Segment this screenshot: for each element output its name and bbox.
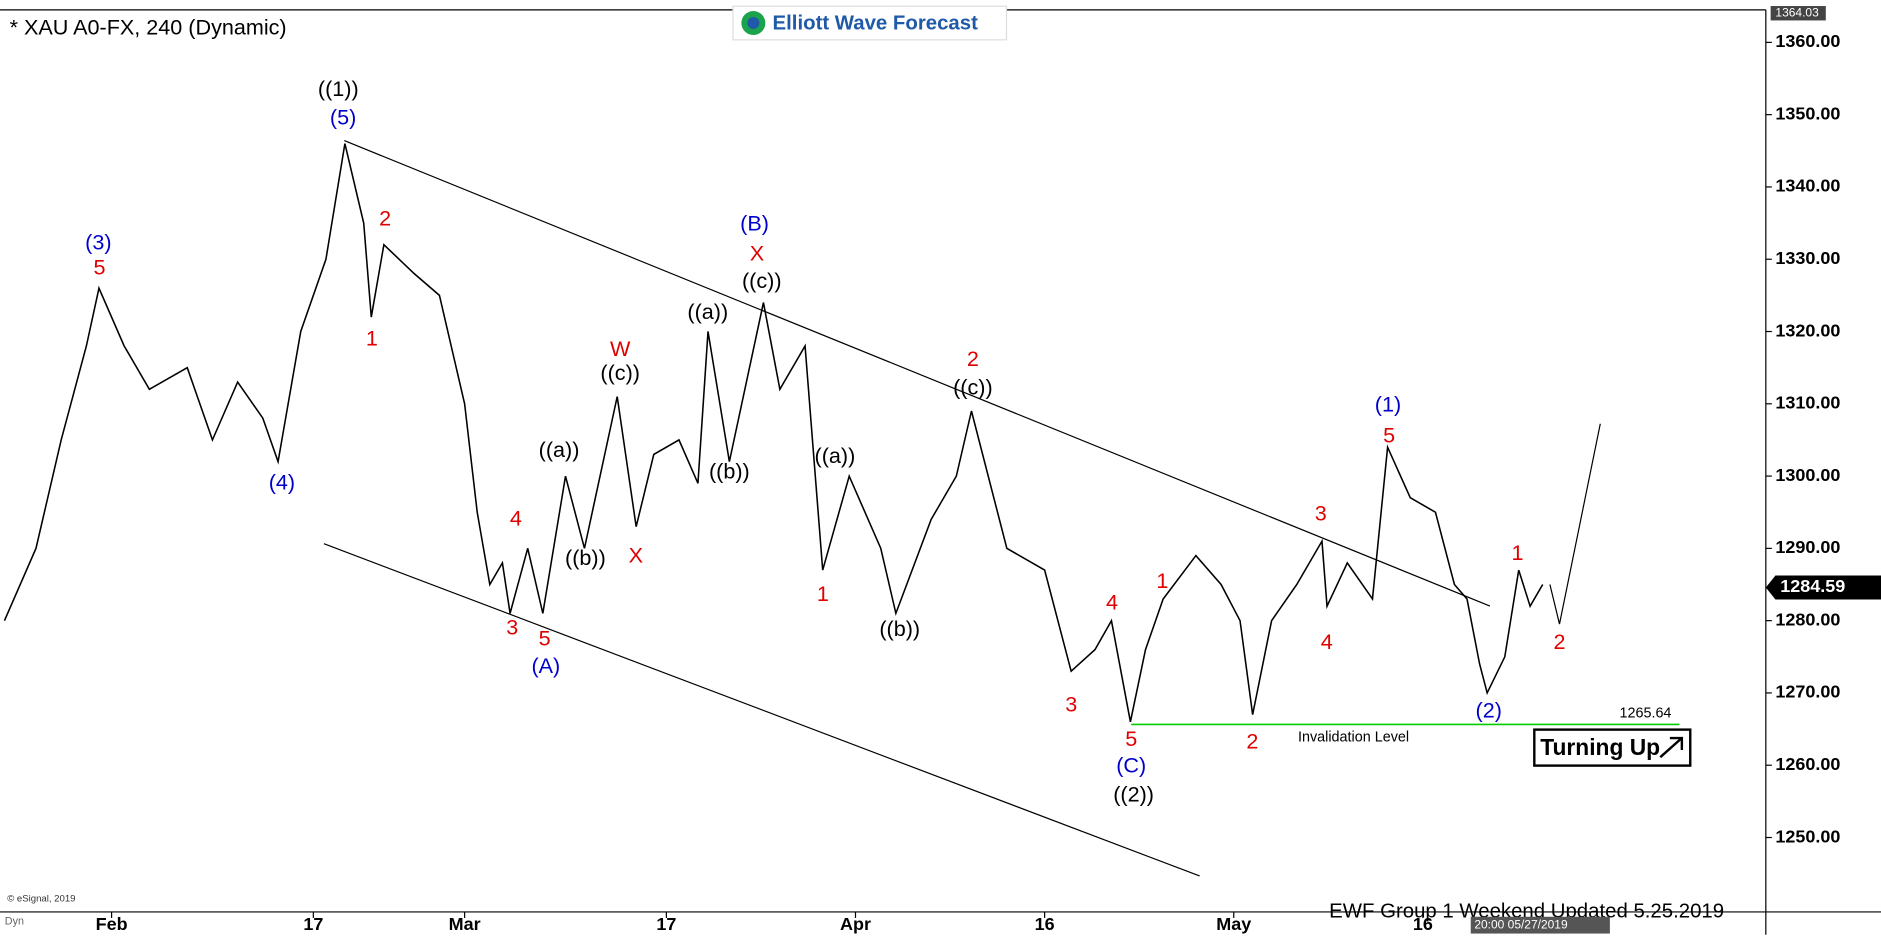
timestamp: 20:00 05/27/2019 (1474, 917, 1568, 931)
wave-label: ((b)) (709, 459, 750, 484)
x-tick-label: 17 (656, 914, 676, 934)
wave-label: 5 (1383, 423, 1395, 448)
wave-label: 2 (1246, 729, 1258, 754)
wave-label: (B) (740, 210, 769, 235)
high-marker-box (1770, 6, 1826, 21)
y-tick-label: 1320.00 (1775, 320, 1840, 340)
footer-note: EWF Group 1 Weekend Updated 5.25.2019 (1329, 900, 1724, 922)
brand-box (732, 5, 1008, 41)
y-tick-label: 1280.00 (1775, 609, 1840, 629)
wave-label: ((c)) (953, 375, 993, 400)
wave-label: ((a)) (815, 443, 856, 468)
y-tick-label: 1250.00 (1775, 826, 1840, 846)
price-line (3, 143, 1544, 722)
wave-label: ((b)) (879, 616, 920, 641)
wave-label: (C) (1116, 753, 1146, 778)
badge-text: Turning Up (1540, 734, 1660, 760)
x-tick-label: 16 (1035, 914, 1055, 934)
wave-label: 1 (817, 581, 829, 606)
y-tick-label: 1340.00 (1775, 176, 1840, 196)
wave-label: W (610, 336, 631, 361)
badge-box (1533, 728, 1692, 767)
y-tick-label: 1350.00 (1775, 103, 1840, 123)
wave-label: 3 (1065, 691, 1077, 716)
channel-upper (344, 140, 1491, 607)
badge-arrow (1659, 737, 1683, 759)
wave-label: 1 (1156, 568, 1168, 593)
y-tick-label: 1330.00 (1775, 248, 1840, 268)
wave-label: ((a)) (687, 299, 728, 324)
y-tick-label: 1300.00 (1775, 465, 1840, 485)
wave-label: (5) (330, 105, 356, 130)
x-tick-label: 16 (1413, 914, 1433, 934)
invalidation-text: Invalidation Level (1298, 729, 1409, 745)
timestamp-box (1470, 916, 1610, 934)
wave-label: (2) (1476, 697, 1502, 722)
last-price-box (1765, 575, 1881, 600)
wave-label: 3 (1315, 501, 1327, 526)
x-tick-label: May (1216, 914, 1251, 934)
y-tick-label: 1360.00 (1775, 31, 1840, 51)
wave-label: 2 (1553, 629, 1565, 654)
wave-label: ((a)) (539, 437, 580, 462)
x-tick-label: 17 (303, 914, 323, 934)
invalidation-value: 1265.64 (1619, 705, 1671, 721)
wave-label: ((b)) (565, 545, 606, 570)
projection-path (1549, 423, 1601, 625)
wave-label: (4) (269, 469, 295, 494)
chart-title: * XAU A0-FX, 240 (Dynamic) (10, 15, 287, 40)
wave-label: 4 (1321, 629, 1333, 654)
y-tick-label: 1310.00 (1775, 393, 1840, 413)
wave-label: ((2)) (1113, 781, 1154, 806)
wave-label: 1 (366, 325, 378, 350)
high-marker-label: 1364.03 (1775, 5, 1819, 19)
wave-label: 2 (379, 205, 391, 230)
badge-arrow-head (1669, 736, 1684, 751)
wave-label: (A) (531, 653, 560, 678)
wave-label: ((c)) (742, 268, 782, 293)
wave-label: 1 (1512, 540, 1524, 565)
wave-label: 5 (94, 255, 106, 280)
copyright: © eSignal, 2019 (7, 893, 75, 904)
channel-lower (323, 543, 1200, 877)
brand-name: Elliott Wave Forecast (773, 13, 979, 35)
wave-label: X (750, 240, 764, 265)
wave-label: (3) (85, 229, 111, 254)
x-tick-label: Feb (96, 914, 128, 934)
wave-label: X (629, 543, 643, 568)
y-tick-label: 1290.00 (1775, 537, 1840, 557)
wave-label: 5 (1125, 726, 1137, 751)
wave-label: ((1)) (318, 76, 359, 101)
wave-label: (1) (1375, 391, 1401, 416)
y-tick-label: 1270.00 (1775, 682, 1840, 702)
last-price-label: 1284.59 (1780, 576, 1845, 596)
x-tick-label: Mar (449, 914, 481, 934)
wave-label: 5 (539, 625, 551, 650)
wave-label: ((c)) (600, 360, 640, 385)
corner-label: Dyn (5, 915, 24, 927)
y-tick-label: 1260.00 (1775, 754, 1840, 774)
wave-label: 3 (506, 615, 518, 640)
wave-label: 2 (967, 346, 979, 371)
brand-logo-inner (747, 17, 760, 30)
wave-label: 4 (1106, 589, 1118, 614)
wave-label: 4 (510, 505, 522, 530)
x-tick-label: Apr (840, 914, 871, 934)
